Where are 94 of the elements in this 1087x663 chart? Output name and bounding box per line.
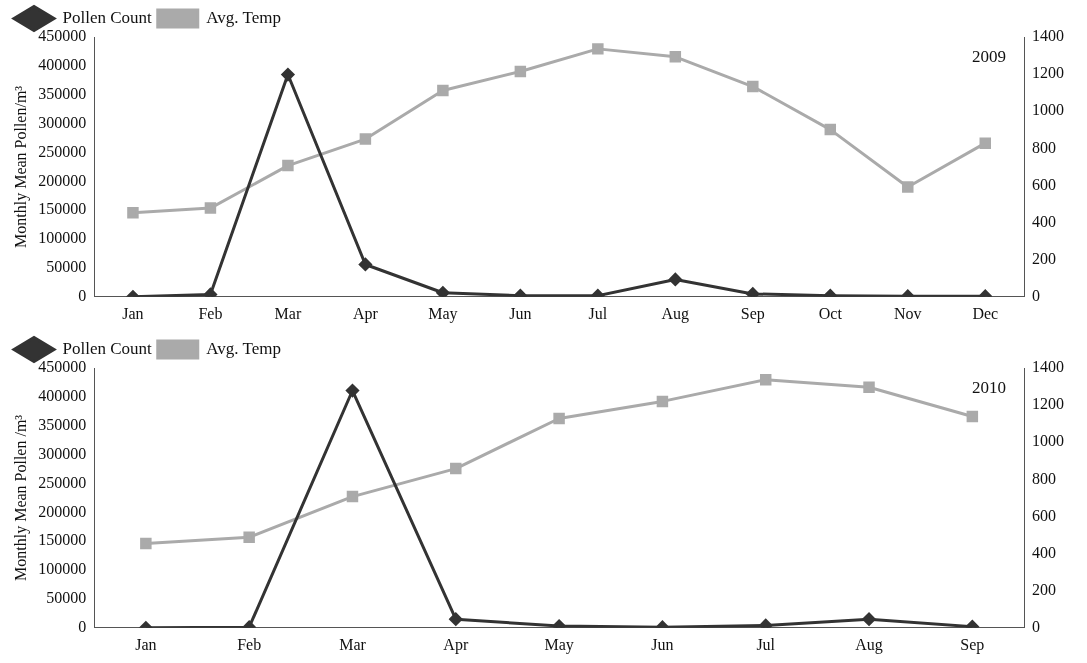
y-tick-label: 350000 xyxy=(38,415,87,433)
x-tick-label: Oct xyxy=(818,304,843,322)
y-tick-label: 300000 xyxy=(38,113,87,131)
point xyxy=(553,412,565,425)
y-axis-title: Monthly Mean Pollen /m³ xyxy=(11,414,30,581)
point xyxy=(358,257,372,271)
point xyxy=(863,381,875,394)
legend-label: Pollen Count xyxy=(62,7,153,27)
x-tick-label: Nov xyxy=(893,304,922,322)
y2-tick-label: 600 xyxy=(1032,506,1056,524)
y-tick-label: 300000 xyxy=(38,444,87,462)
x-tick-label: Jan xyxy=(135,635,157,653)
point xyxy=(204,202,217,214)
y2-tick-label: 600 xyxy=(1032,175,1056,193)
point xyxy=(746,287,760,297)
x-tick-label: Sep xyxy=(960,635,985,654)
y-tick-label: 0 xyxy=(78,287,87,304)
point xyxy=(243,531,255,543)
y2-tick-label: 1400 xyxy=(1032,27,1064,45)
x-tick-label: Jun xyxy=(509,304,532,322)
x-tick-label: Dec xyxy=(972,304,999,322)
point xyxy=(979,137,991,149)
y2-tick-label: 800 xyxy=(1032,138,1056,156)
point xyxy=(203,287,217,297)
y2-tick-label: 400 xyxy=(1032,543,1056,561)
x-tick-label: Feb xyxy=(237,635,262,653)
x-tick-label: Sep xyxy=(740,304,765,323)
y-tick-label: 150000 xyxy=(38,531,87,549)
point xyxy=(592,43,604,55)
point xyxy=(281,68,295,82)
legend-label: Pollen Count xyxy=(62,338,153,358)
y2-tick-label: 400 xyxy=(1032,212,1056,230)
y-tick-label: 150000 xyxy=(38,200,87,218)
point xyxy=(668,272,682,286)
x-tick-label: Aug xyxy=(855,635,883,654)
y2-tick-label: 800 xyxy=(1032,469,1056,487)
point xyxy=(759,618,773,628)
y2-tick-label: 200 xyxy=(1032,580,1056,598)
y-axis-title: Monthly Mean Pollen/m³ xyxy=(11,85,30,248)
x-tick-label: Mar xyxy=(274,304,302,322)
y2-tick-label: 1000 xyxy=(1032,432,1064,450)
y-tick-label: 450000 xyxy=(38,27,87,45)
point xyxy=(436,286,450,297)
legend-label: Avg. Temp xyxy=(206,7,281,27)
y-tick-label: 50000 xyxy=(46,589,87,607)
y-tick-label: 450000 xyxy=(38,358,87,376)
y-tick-label: 100000 xyxy=(38,560,87,578)
y-tick-label: 200000 xyxy=(38,171,87,189)
y-tick-label: 400000 xyxy=(38,387,87,405)
y2-tick-label: 1200 xyxy=(1032,64,1064,82)
y2-tick-label: 1200 xyxy=(1032,395,1064,413)
point xyxy=(759,373,772,386)
x-tick-label: Aug xyxy=(661,304,690,323)
y2-tick-label: 0 xyxy=(1032,287,1040,304)
point xyxy=(450,462,462,475)
y2-tick-label: 200 xyxy=(1032,249,1056,267)
y2-tick-label: 0 xyxy=(1032,618,1040,635)
x-tick-label: Jul xyxy=(588,304,608,322)
x-tick-label: Jul xyxy=(756,635,776,653)
point xyxy=(902,181,914,193)
point xyxy=(359,133,372,145)
x-tick-label: May xyxy=(544,635,574,654)
y2-tick-label: 1000 xyxy=(1032,101,1064,119)
x-tick-label: Jan xyxy=(122,304,144,322)
point xyxy=(345,384,359,398)
annotation: 2009 xyxy=(972,46,1006,66)
y-tick-label: 350000 xyxy=(38,84,87,102)
point xyxy=(140,537,152,550)
y-tick-label: 250000 xyxy=(38,142,87,160)
point xyxy=(966,410,979,423)
y-tick-label: 200000 xyxy=(38,502,87,520)
y-tick-label: 400000 xyxy=(38,56,87,74)
point xyxy=(514,65,527,78)
point xyxy=(437,84,449,97)
x-tick-label: Jun xyxy=(651,635,674,653)
point xyxy=(824,123,837,136)
annotation: 2010 xyxy=(972,377,1006,397)
point xyxy=(127,206,139,219)
x-tick-label: Feb xyxy=(198,304,223,322)
y2-tick-label: 1400 xyxy=(1032,358,1064,376)
point xyxy=(669,51,682,63)
y-tick-label: 100000 xyxy=(38,229,87,247)
y-tick-label: 50000 xyxy=(46,258,87,276)
point xyxy=(747,80,759,93)
point xyxy=(656,395,669,408)
x-tick-label: Mar xyxy=(339,635,367,653)
point xyxy=(346,490,359,503)
y-tick-label: 0 xyxy=(78,618,87,635)
x-tick-label: May xyxy=(428,304,458,323)
point xyxy=(282,159,294,172)
x-tick-label: Apr xyxy=(352,304,379,323)
legend-label: Avg. Temp xyxy=(206,338,281,358)
y-tick-label: 250000 xyxy=(38,473,87,491)
x-tick-label: Apr xyxy=(443,635,469,654)
